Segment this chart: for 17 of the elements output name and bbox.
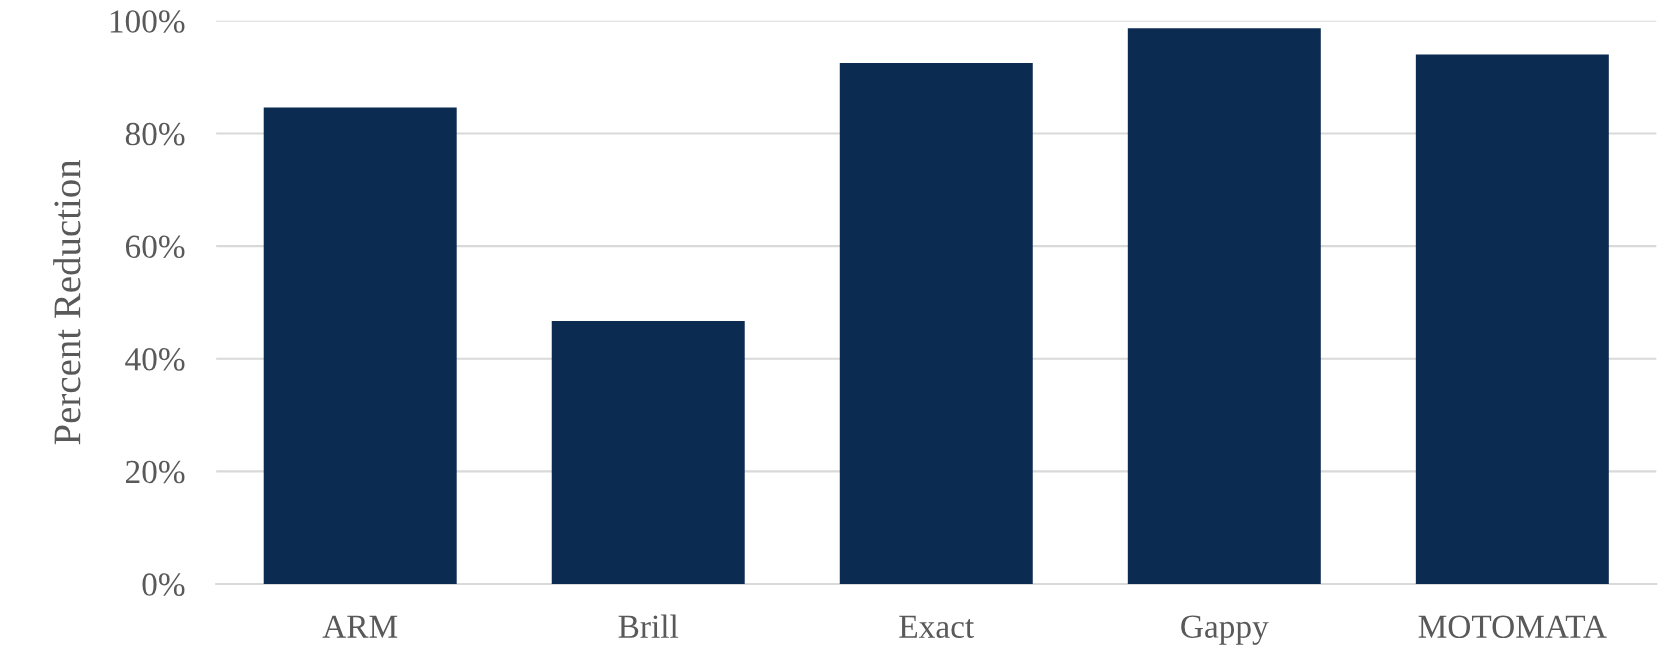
y-tick-label: 80% xyxy=(125,122,185,146)
x-tick-label: Gappy xyxy=(1181,615,1269,645)
x-tick-label: Brill xyxy=(618,614,679,638)
bar xyxy=(263,107,457,584)
bar xyxy=(551,320,745,584)
y-tick-label: 60% xyxy=(125,235,185,259)
bar xyxy=(1127,28,1321,584)
x-tick-label: ARM xyxy=(322,615,398,638)
bar xyxy=(839,63,1033,584)
y-tick-label: 0% xyxy=(142,573,185,596)
y-axis-title: Percent Reduction xyxy=(53,159,81,445)
y-tick-label: 40% xyxy=(125,348,185,371)
y-tick-label: 20% xyxy=(126,460,185,484)
x-tick-label: Exact xyxy=(899,615,975,638)
x-tick-label: MOTOMATA xyxy=(1418,615,1607,638)
y-tick-label: 100% xyxy=(110,10,185,33)
bar xyxy=(1415,54,1609,584)
